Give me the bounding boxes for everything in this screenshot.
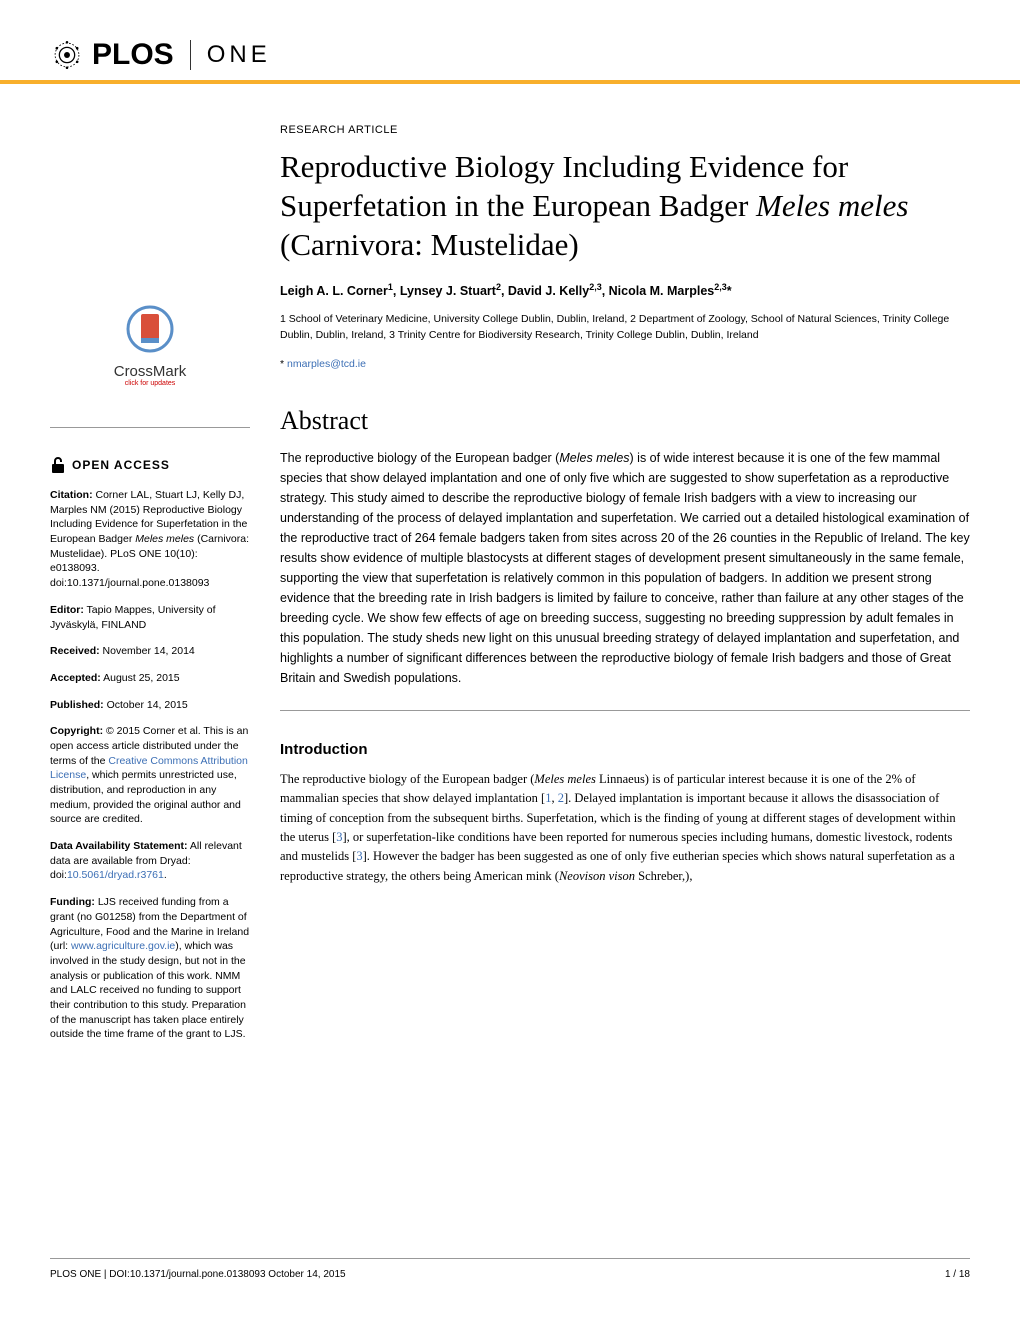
article-title: Reproductive Biology Including Evidence … (280, 148, 970, 264)
citation-block: Citation: Corner LAL, Stuart LJ, Kelly D… (50, 488, 250, 591)
crossmark-sublabel: click for updates (50, 380, 250, 387)
abstract-body: The reproductive biology of the European… (280, 448, 970, 688)
funding-url-link[interactable]: www.agriculture.gov.ie (71, 940, 175, 952)
accepted-block: Accepted: August 25, 2015 (50, 671, 250, 686)
sidebar-divider (50, 427, 250, 428)
plos-logo: PLOS (50, 38, 174, 72)
authors-line: Leigh A. L. Corner1, Lynsey J. Stuart2, … (280, 282, 970, 298)
one-brand-text: ONE (207, 41, 271, 69)
dryad-doi-link[interactable]: 10.5061/dryad.r3761 (67, 869, 164, 881)
corresponding-email: * nmarples@tcd.ie (280, 358, 970, 370)
editor-block: Editor: Tapio Mappes, University of Jyvä… (50, 603, 250, 632)
crossmark-label: CrossMark (50, 363, 250, 380)
open-access-text: OPEN ACCESS (72, 458, 170, 472)
affiliations: 1 School of Veterinary Medicine, Univers… (280, 312, 970, 344)
logo-row: PLOS ONE (50, 38, 970, 72)
crossmark-icon (125, 304, 175, 354)
abstract-heading: Abstract (280, 406, 970, 436)
open-access-badge: OPEN ACCESS (50, 456, 250, 474)
crossmark-badge[interactable]: CrossMark click for updates (50, 304, 250, 387)
funding-block: Funding: LJS received funding from a gra… (50, 895, 250, 1042)
received-block: Received: November 14, 2014 (50, 644, 250, 659)
open-lock-icon (50, 456, 66, 474)
published-block: Published: October 14, 2015 (50, 698, 250, 713)
footer-right: 1 / 18 (945, 1269, 970, 1280)
introduction-heading: Introduction (280, 741, 970, 758)
data-availability-block: Data Availability Statement: All relevan… (50, 839, 250, 883)
copyright-block: Copyright: © 2015 Corner et al. This is … (50, 724, 250, 827)
logo-divider (190, 40, 191, 70)
journal-header: PLOS ONE (0, 0, 1020, 84)
introduction-body: The reproductive biology of the European… (280, 770, 970, 886)
plos-icon (50, 38, 84, 72)
main-content: RESEARCH ARTICLE Reproductive Biology In… (280, 84, 970, 1054)
section-divider (280, 710, 970, 711)
plos-brand-text: PLOS (92, 38, 174, 72)
page-footer: PLOS ONE | DOI:10.1371/journal.pone.0138… (50, 1258, 970, 1280)
sidebar: CrossMark click for updates OPEN ACCESS … (50, 84, 280, 1054)
email-link[interactable]: nmarples@tcd.ie (287, 358, 366, 370)
article-type: RESEARCH ARTICLE (280, 124, 970, 136)
footer-left: PLOS ONE | DOI:10.1371/journal.pone.0138… (50, 1269, 346, 1280)
